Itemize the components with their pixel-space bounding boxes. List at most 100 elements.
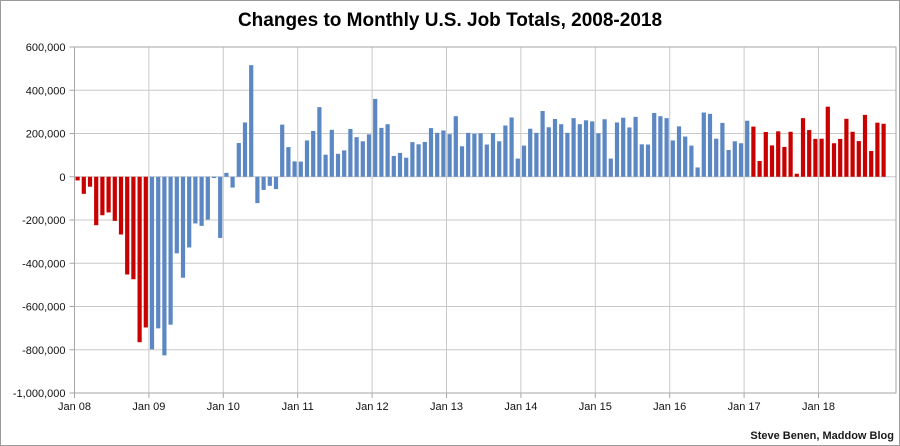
x-axis-label-Jan-18: Jan 18 [802,401,835,413]
x-axis-label-Jan-12: Jan 12 [356,401,389,413]
bar-2018-08 [862,114,868,177]
bar-2009-10 [205,176,210,220]
bar-2014-10 [577,124,582,177]
bar-2013-08 [490,133,496,177]
x-axis-label-Jan-15: Jan 15 [579,401,612,413]
bar-2016-12 [738,143,744,177]
bar-2008-03 [87,176,93,187]
bar-2018-05 [844,118,849,177]
bar-2010-03 [236,143,241,177]
bar-2016-07 [707,113,713,177]
bar-2015-09 [645,144,651,177]
bar-2011-07 [335,153,341,177]
bar-2012-12 [441,130,446,177]
bar-2016-11 [732,141,737,177]
bar-2014-07 [559,124,564,177]
y-axis-label--800: -800,000 [22,345,65,357]
bar-2015-10 [652,112,657,177]
bar-2015-06 [627,127,632,177]
bar-2011-03 [311,130,316,177]
bar-2014-03 [534,132,539,177]
bar-2016-10 [726,149,731,177]
bar-2012-11 [435,132,440,177]
bar-2008-08 [118,176,124,235]
bar-2008-04 [94,176,99,226]
y-axis-label--1000: -1,000,000 [13,388,66,400]
bar-2018-01 [819,138,824,177]
bar-2010-04 [242,122,248,177]
bar-2008-06 [106,176,111,213]
bar-2012-04 [391,155,396,177]
bar-2017-04 [763,131,768,177]
bar-2017-09 [794,173,799,177]
x-axis-label-Jan-09: Jan 09 [132,401,165,413]
bar-2015-04 [614,122,620,177]
bar-2013-04 [466,132,471,177]
bar-2013-09 [497,141,502,177]
bar-2018-03 [831,143,837,177]
bar-2015-07 [633,116,638,177]
bar-2010-12 [292,161,297,177]
bar-2010-07 [261,176,266,190]
bar-2016-08 [714,138,719,177]
bar-2016-09 [720,122,725,177]
bar-2009-09 [199,176,204,226]
y-axis-label-600: 600,000 [26,42,66,54]
bar-2013-01 [447,134,452,177]
bar-2010-11 [286,147,291,177]
bar-2017-05 [769,145,775,177]
bar-2013-11 [509,117,514,177]
bar-2009-12 [218,176,223,238]
bar-2012-05 [397,152,403,177]
bar-2013-12 [515,158,520,177]
bar-2017-06 [776,131,781,177]
bar-2014-01 [521,145,527,177]
y-axis-label-200: 200,000 [26,129,66,141]
bar-2011-11 [360,141,365,177]
bar-2015-01 [596,133,601,177]
bar-2011-06 [329,129,334,177]
bar-2009-11 [211,176,217,179]
bar-2009-01 [149,176,155,350]
bar-2009-02 [156,176,161,329]
bar-2016-03 [683,136,688,177]
bar-2008-01 [75,176,80,181]
source-credit: Steve Benen, Maddow Blog [750,430,894,442]
bar-2017-12 [813,138,818,177]
bar-2013-05 [472,133,477,177]
bar-2008-10 [131,176,136,280]
bar-2014-04 [540,111,545,177]
bar-2018-06 [850,131,855,177]
bar-2009-07 [187,176,192,248]
bar-2015-11 [658,116,663,177]
bar-2016-01 [670,140,675,177]
x-axis-label-Jan-17: Jan 17 [728,401,761,413]
x-axis-label-Jan-08: Jan 08 [58,401,91,413]
x-axis-label-Jan-16: Jan 16 [653,401,686,413]
bar-2018-02 [825,106,830,177]
y-axis-label-0: 0 [59,172,65,184]
bar-2008-12 [143,176,148,328]
bar-2013-10 [503,125,508,177]
bar-2014-05 [546,127,551,177]
bar-2010-08 [267,176,272,186]
bar-2012-07 [410,142,415,177]
bar-2017-01 [745,120,750,177]
bar-2016-05 [695,167,700,177]
x-axis-label-Jan-14: Jan 14 [504,401,537,413]
bar-2010-06 [255,176,260,204]
bar-2013-07 [484,144,489,177]
x-axis-label-Jan-10: Jan 10 [207,401,240,413]
bar-2014-11 [583,120,589,177]
bar-2014-06 [552,119,558,177]
bar-2016-04 [689,145,694,177]
bar-2008-05 [100,176,105,216]
y-axis-label--400: -400,000 [22,258,65,270]
bar-2011-10 [354,137,359,177]
bar-2008-07 [112,176,117,221]
bar-2015-12 [664,118,669,177]
bar-2010-10 [280,124,285,177]
bar-2017-11 [807,130,812,177]
